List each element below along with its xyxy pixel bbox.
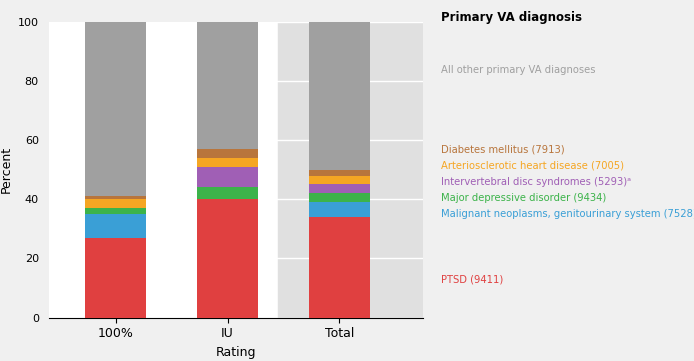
Text: Primary VA diagnosis: Primary VA diagnosis [441,11,582,24]
Text: Diabetes mellitus (7913): Diabetes mellitus (7913) [441,144,564,155]
Bar [85,196,146,199]
Bar [197,158,258,167]
Bar [197,199,258,318]
Bar [85,208,146,214]
Bar [309,170,370,175]
Text: PTSD (9411): PTSD (9411) [441,274,503,284]
Bar [309,202,370,217]
Bar [85,22,146,196]
Bar [309,193,370,202]
Bar [309,184,370,193]
Bar [197,149,258,158]
X-axis label: Rating: Rating [216,346,256,359]
Bar [309,175,370,184]
Bar [197,167,258,187]
Y-axis label: Percent: Percent [0,146,12,193]
Text: Arteriosclerotic heart disease (7005): Arteriosclerotic heart disease (7005) [441,161,624,171]
Bar [197,22,258,149]
Text: Malignant neoplasms, genitourinary system (7528): Malignant neoplasms, genitourinary syste… [441,209,694,219]
Bar [85,199,146,208]
Bar [85,214,146,238]
Bar [309,217,370,318]
Bar [309,22,370,170]
Bar [197,187,258,199]
Text: Intervertebral disc syndromes (5293)ᵃ: Intervertebral disc syndromes (5293)ᵃ [441,177,631,187]
Text: Major depressive disorder (9434): Major depressive disorder (9434) [441,193,606,203]
Bar [278,22,440,318]
Bar [85,238,146,318]
Text: All other primary VA diagnoses: All other primary VA diagnoses [441,65,595,75]
